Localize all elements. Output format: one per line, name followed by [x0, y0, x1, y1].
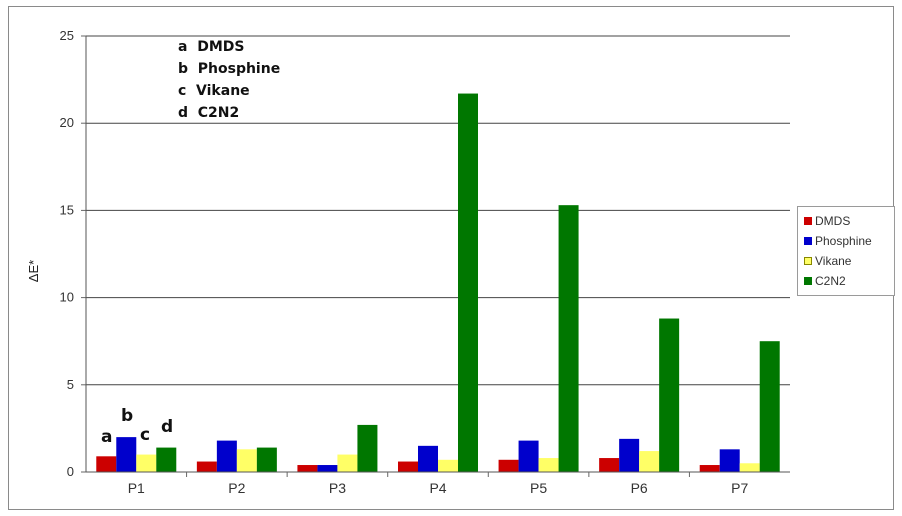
x-tick-label: P3: [329, 480, 346, 496]
x-tick-label: P5: [530, 480, 547, 496]
bar-dmds-p6: [599, 458, 620, 472]
legend-swatch-vikane: [804, 257, 812, 265]
bar-phosphine-p4: [418, 445, 438, 472]
y-tick-label: 5: [67, 377, 74, 392]
legend-swatch-c2n2: [804, 277, 812, 285]
y-tick-label: 25: [60, 28, 74, 43]
bar-phosphine-p7: [719, 449, 740, 472]
y-tick-label: 15: [60, 202, 74, 217]
bar-vikane-p7: [739, 463, 760, 472]
chart-frame: [8, 6, 894, 510]
bar-vikane-p2: [236, 449, 257, 472]
legend-item-c2n2: C2N2: [804, 271, 894, 291]
bar-dmds-p2: [196, 461, 217, 472]
bar-letter-d: d: [161, 417, 173, 437]
annotation-key-line-vikane: c Vikane: [178, 83, 250, 99]
bar-phosphine-p1: [116, 437, 137, 472]
legend-swatch-phosphine: [804, 237, 812, 245]
axes: [85, 36, 790, 473]
bar-letter-a: a: [101, 427, 112, 447]
y-axis-ticks: 0 5 10 15 20 25: [60, 28, 86, 479]
x-tick-label: P7: [731, 480, 748, 496]
legend-label-c2n2: C2N2: [815, 274, 846, 288]
x-axis-ticks: P1 P2 P3 P4 P5 P6 P7: [128, 472, 748, 496]
bar-phosphine-p6: [619, 438, 640, 472]
legend-label-vikane: Vikane: [815, 254, 852, 268]
bar-c2n2-p3: [357, 424, 378, 472]
bar-vikane-p6: [639, 451, 660, 472]
bar-c2n2-p6: [659, 318, 680, 472]
bar-c2n2-p2: [256, 447, 277, 472]
bar-phosphine-p2: [216, 440, 237, 472]
annotation-key-line-phosphine: b Phosphine: [178, 61, 280, 77]
bar-letter-annotations: a b c d: [101, 406, 173, 447]
x-tick-label: P1: [128, 480, 145, 496]
bar-c2n2-p7: [759, 341, 780, 472]
bar-dmds-p4: [398, 461, 418, 472]
bar-dmds-p3: [297, 465, 318, 472]
legend-swatch-dmds: [804, 217, 812, 225]
bar-c2n2-p5: [558, 205, 579, 472]
bar-c2n2-p1: [156, 447, 177, 472]
bar-letter-c: c: [140, 425, 150, 445]
y-axis-label: ΔE*: [26, 260, 41, 282]
annotation-key-line-c2n2: d C2N2: [178, 105, 239, 121]
bar-vikane-p3: [337, 454, 358, 472]
bar-phosphine-p3: [317, 465, 338, 472]
legend-label-phosphine: Phosphine: [815, 234, 872, 248]
x-tick-label: P4: [429, 480, 446, 496]
legend-item-vikane: Vikane: [804, 251, 894, 271]
y-tick-label: 10: [60, 290, 74, 305]
bar-dmds-p7: [699, 465, 720, 472]
bar-c2n2-p4: [458, 93, 478, 472]
y-tick-label: 0: [67, 464, 74, 479]
x-tick-label: P2: [228, 480, 245, 496]
bar-letter-b: b: [121, 406, 133, 426]
legend-item-dmds: DMDS: [804, 211, 894, 231]
legend-item-phosphine: Phosphine: [804, 231, 894, 251]
bar-dmds-p1: [96, 456, 117, 472]
bar-vikane-p4: [438, 459, 458, 472]
annotation-key-line-dmds: a DMDS: [178, 39, 244, 55]
annotation-key: a DMDS b Phosphine c Vikane d C2N2: [178, 39, 280, 121]
bar-dmds-p5: [498, 459, 519, 472]
bar-vikane-p1: [136, 454, 157, 472]
legend: DMDS Phosphine Vikane C2N2: [797, 206, 895, 296]
bar-vikane-p5: [538, 458, 559, 472]
x-tick-label: P6: [631, 480, 648, 496]
legend-label-dmds: DMDS: [815, 214, 851, 228]
bars: [96, 93, 780, 472]
y-tick-label: 20: [60, 115, 74, 130]
bar-phosphine-p5: [518, 440, 539, 472]
